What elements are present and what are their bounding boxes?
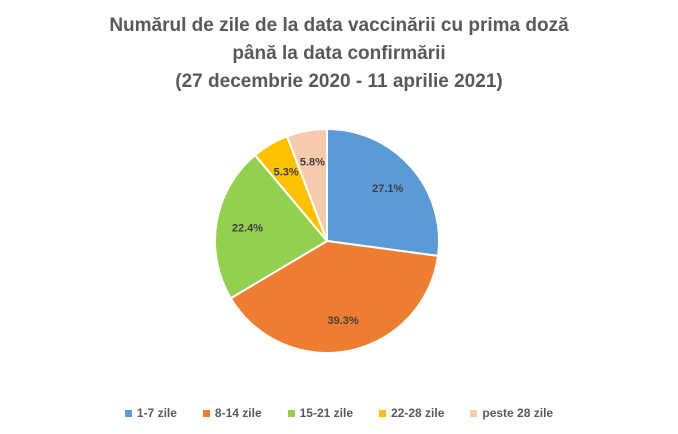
chart-title-line-3: (27 decembrie 2020 - 11 aprilie 2021) <box>175 71 503 92</box>
data-label-15-21-zile: 22.4% <box>232 222 263 234</box>
legend-label: 22-28 zile <box>391 406 445 420</box>
pie-slice-peste-28-zile <box>285 127 328 242</box>
chart-legend: 1-7 zile 8-14 zile 15-21 zile 22-28 zile… <box>0 406 678 420</box>
legend-swatch <box>287 409 295 417</box>
chart-title: Numărul de zile de la data vaccinării cu… <box>0 12 678 96</box>
legend-label: 15-21 zile <box>299 406 353 420</box>
chart-title-line-2: până la data confirmării <box>232 43 446 64</box>
legend-label: peste 28 zile <box>482 406 554 420</box>
pie-slice-8-14-zile <box>229 239 440 354</box>
legend-item-peste-28-zile: peste 28 zile <box>470 406 553 420</box>
legend-item-1-7-zile: 1-7 zile <box>124 406 177 420</box>
legend-item-22-28-zile: 22-28 zile <box>379 406 444 420</box>
data-label-peste-28-zile: 5.8% <box>300 157 325 169</box>
data-label-1-7-zile: 27.1% <box>372 183 403 195</box>
pie-slice-15-21-zile <box>214 153 329 300</box>
legend-item-8-14-zile: 8-14 zile <box>202 406 262 420</box>
chart-title-line-1: Numărul de zile de la data vaccinării cu… <box>109 15 569 36</box>
data-label-22-28-zile: 5.3% <box>274 166 299 178</box>
data-label-8-14-zile: 39.3% <box>328 315 359 327</box>
legend-swatch <box>124 409 132 417</box>
legend-swatch <box>470 409 478 417</box>
legend-swatch <box>379 409 386 417</box>
legend-swatch <box>202 409 210 417</box>
pie-slice-1-7-zile <box>326 127 440 258</box>
legend-label: 8-14 zile <box>214 406 262 420</box>
legend-item-15-21-zile: 15-21 zile <box>287 406 353 420</box>
legend-label: 1-7 zile <box>136 406 177 420</box>
